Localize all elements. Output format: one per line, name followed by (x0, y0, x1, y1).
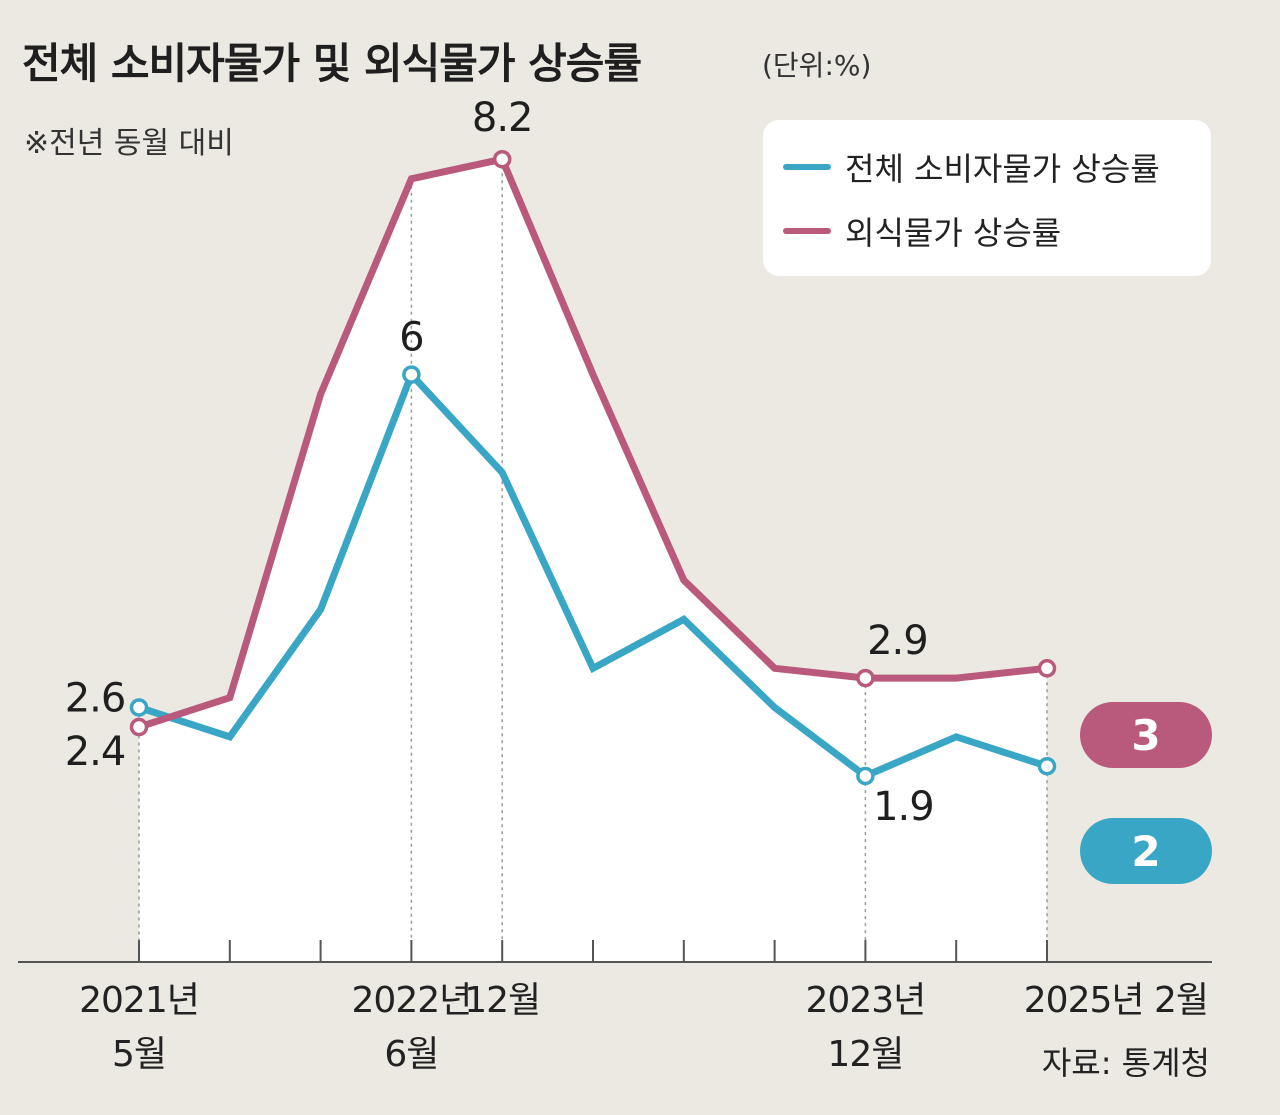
plot-area-fill (139, 159, 1047, 963)
x-tick-label-10: 2025년 2월 (1024, 980, 1208, 1021)
x-tick-label-8-line2: 12월 (827, 1034, 903, 1075)
x-tick-label-0-line2: 5월 (112, 1034, 166, 1075)
x-tick-label-4: 12월 (464, 980, 540, 1021)
data-point-cpi-3 (402, 365, 421, 384)
legend-swatch-cpi (783, 164, 831, 170)
data-label-dining-8: 2.9 (867, 618, 928, 664)
legend-item-cpi: 전체 소비자물가 상승률 (783, 142, 1160, 192)
x-tick-label-3-line2: 6월 (384, 1034, 438, 1075)
x-tick-label-3: 2022년 (352, 980, 472, 1021)
legend-swatch-dining (783, 228, 831, 234)
x-tick-label-8: 2023년 (806, 980, 926, 1021)
data-point-cpi-8 (856, 766, 875, 786)
comparison-note: ※전년 동월 대비 (24, 126, 234, 161)
legend: 전체 소비자물가 상승률 외식물가 상승률 (763, 120, 1211, 276)
data-label-dining-4: 8.2 (472, 95, 533, 141)
data-label-cpi-3: 6 (399, 315, 423, 361)
legend-label-cpi: 전체 소비자물가 상승률 (845, 150, 1160, 188)
series-line-dining (135, 155, 1051, 731)
data-label-cpi-0: 2.6 (65, 675, 126, 721)
data-point-cpi-10 (1037, 756, 1057, 776)
data-point-dining-0 (129, 717, 149, 737)
data-point-dining-8 (856, 668, 875, 688)
legend-item-dining: 외식물가 상승률 (783, 206, 1061, 256)
unit-label: (단위:%) (762, 49, 872, 82)
data-label-dining-0: 2.4 (65, 729, 126, 775)
data-label-cpi-8: 1.9 (873, 784, 934, 830)
end-value-badge-cpi: 2 (1080, 818, 1212, 884)
source-note: 자료: 통계청 (1041, 1044, 1210, 1082)
data-point-cpi-0 (129, 698, 149, 717)
data-point-dining-10 (1037, 659, 1057, 678)
legend-label-dining: 외식물가 상승률 (845, 214, 1062, 252)
x-tick-label-0: 2021년 (79, 980, 199, 1021)
data-point-dining-4 (492, 149, 512, 169)
series-line-cpi (135, 368, 1051, 781)
end-value-badge-dining: 3 (1080, 702, 1212, 768)
chart-title: 전체 소비자물가 및 외식물가 상승률 (22, 39, 642, 88)
